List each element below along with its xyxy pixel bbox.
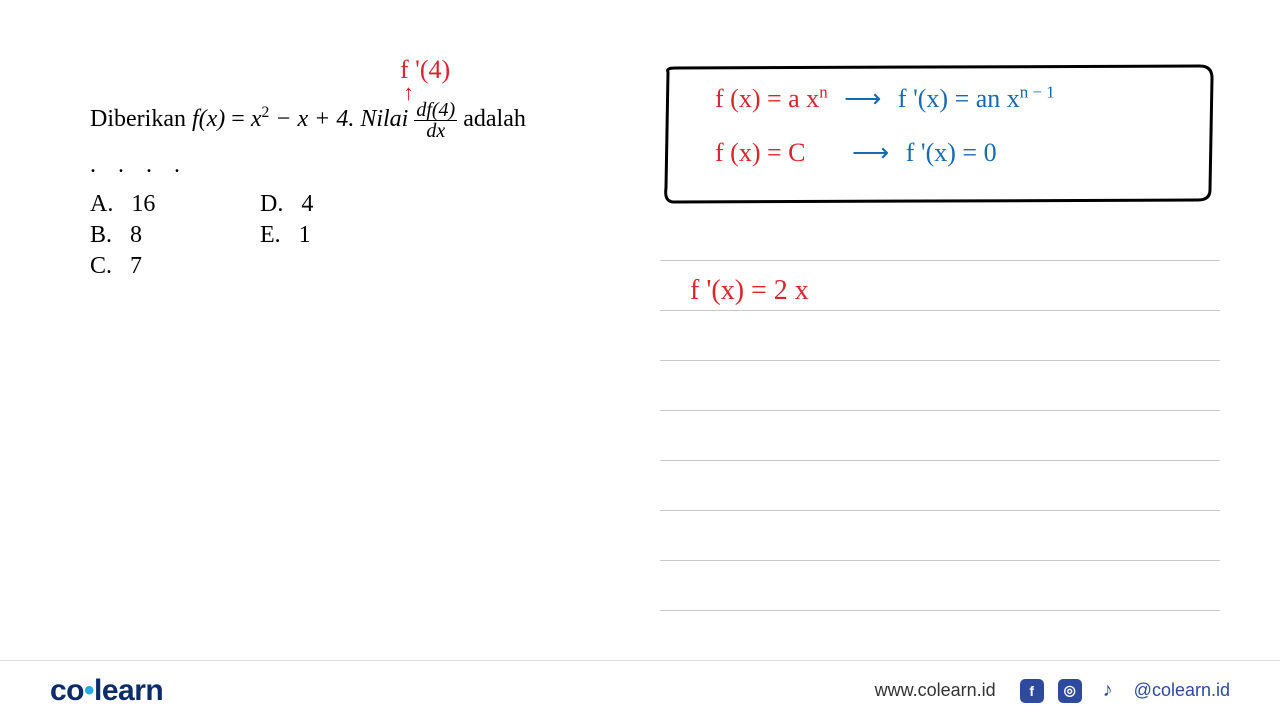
rule1-rhs: f '(x) = an xn − 1: [898, 84, 1055, 113]
arrow-icon: ⟶: [844, 84, 881, 114]
opt-E-letter: E.: [260, 222, 281, 249]
option-E: E. 1: [260, 222, 430, 249]
opt-C-value: 7: [130, 253, 142, 280]
rule-box: f (x) = a xn ⟶ f '(x) = an xn − 1 f (x) …: [660, 60, 1220, 200]
notebook-line: [660, 610, 1220, 611]
q-rhs-exp: 2: [261, 104, 269, 121]
opt-B-letter: B.: [90, 222, 112, 249]
option-C: C. 7: [90, 253, 260, 280]
opt-D-letter: D.: [260, 191, 283, 218]
q-frac-num: df(4): [414, 100, 457, 121]
q-rhs-b: − x + 4. Nilai: [275, 106, 414, 132]
rule1-lhs-text: f (x) = a x: [715, 84, 819, 113]
rule-2: f (x) = C ⟶ f '(x) = 0: [715, 138, 997, 168]
opt-A-letter: A.: [90, 191, 113, 218]
rule2-lhs: f (x) = C: [715, 138, 805, 167]
notebook-line: [660, 360, 1220, 361]
q-suffix: adalah: [463, 106, 526, 132]
rule1-lhs-exp: n: [819, 82, 827, 101]
logo-part-a: co: [50, 674, 84, 707]
arrow-icon: ⟶: [852, 138, 889, 168]
option-B: B. 8: [90, 222, 260, 249]
work-line-1: f '(x) = 2 x: [690, 275, 809, 307]
options-grid: A. 16 D. 4 B. 8 E. 1 C. 7: [90, 191, 610, 280]
q-frac-den: dx: [414, 121, 457, 141]
footer-url: www.colearn.id: [875, 680, 996, 701]
work-line-1-text: f '(x) = 2 x: [690, 275, 809, 306]
notebook-area: f (x) = a xn ⟶ f '(x) = an xn − 1 f (x) …: [660, 60, 1220, 640]
notebook-line: [660, 310, 1220, 311]
facebook-icon: f: [1020, 679, 1044, 703]
footer: co•learn www.colearn.id f ◎ ♪ @colearn.i…: [0, 660, 1280, 720]
rule1-lhs: f (x) = a xn: [715, 84, 834, 113]
q-fraction: df(4) dx: [414, 100, 457, 141]
question-block: Diberikan f(x) = x2 − x + 4. Nilai df(4)…: [90, 100, 610, 280]
tiktok-icon: ♪: [1096, 679, 1120, 703]
q-func-lhs: f(x): [192, 106, 225, 132]
footer-right: www.colearn.id f ◎ ♪ @colearn.id: [875, 679, 1230, 703]
logo-part-b: learn: [94, 674, 163, 707]
opt-A-value: 16: [131, 191, 155, 218]
option-D: D. 4: [260, 191, 430, 218]
notebook-line: [660, 510, 1220, 511]
q-dots: . . . .: [90, 147, 610, 183]
opt-D-value: 4: [301, 191, 313, 218]
instagram-icon: ◎: [1058, 679, 1082, 703]
question-text: Diberikan f(x) = x2 − x + 4. Nilai df(4)…: [90, 100, 610, 141]
notebook-line: [660, 260, 1220, 261]
rule-1: f (x) = a xn ⟶ f '(x) = an xn − 1: [715, 82, 1055, 114]
opt-B-value: 8: [130, 222, 142, 249]
notebook-line: [660, 460, 1220, 461]
opt-C-letter: C.: [90, 253, 112, 280]
option-A: A. 16: [90, 191, 260, 218]
q-prefix: Diberikan: [90, 106, 192, 132]
opt-E-value: 1: [299, 222, 311, 249]
q-eq: =: [231, 106, 251, 132]
notebook-line: [660, 560, 1220, 561]
notebook-line: [660, 410, 1220, 411]
rule1-rhs-exp: n − 1: [1020, 82, 1055, 101]
q-rhs-a: x: [251, 106, 262, 132]
brand-logo: co•learn: [50, 674, 163, 708]
footer-handle: @colearn.id: [1134, 680, 1230, 701]
rule1-rhs-text: f '(x) = an x: [898, 84, 1020, 113]
logo-dot: •: [84, 674, 94, 707]
rule2-rhs: f '(x) = 0: [906, 138, 997, 167]
